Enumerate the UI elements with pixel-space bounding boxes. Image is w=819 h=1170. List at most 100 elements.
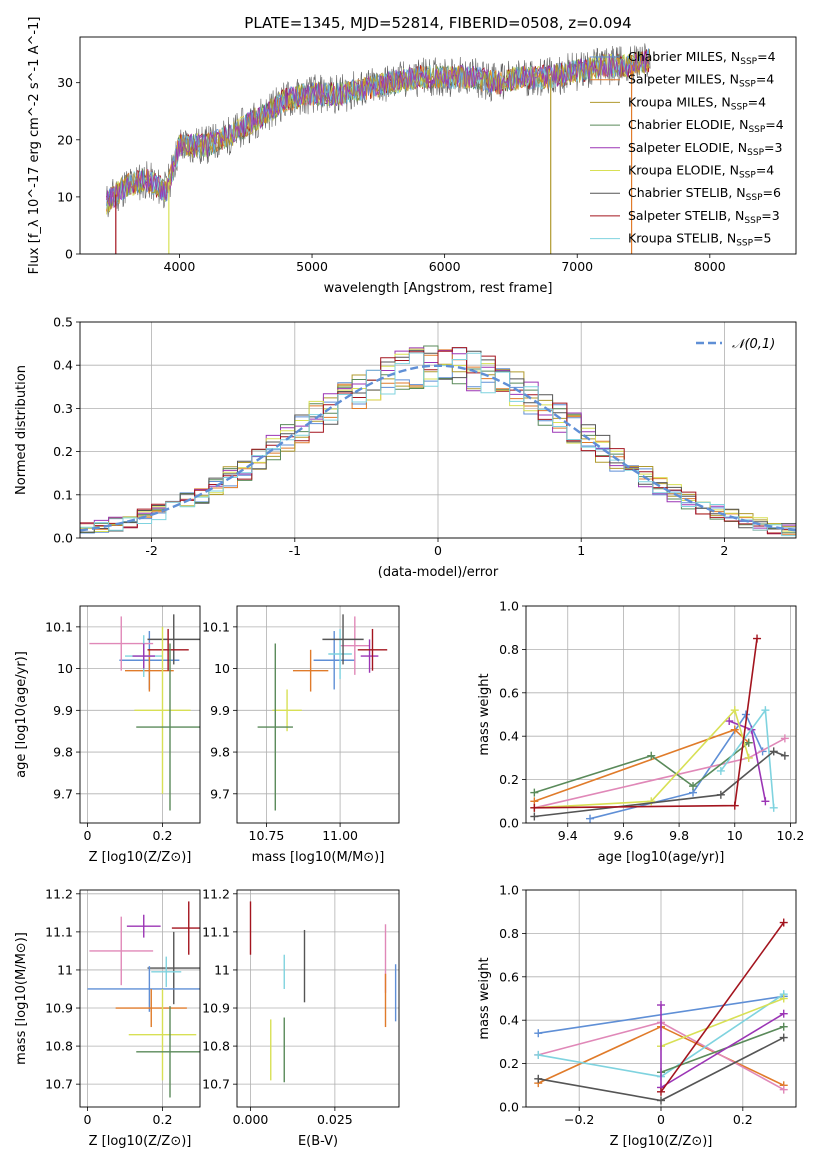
x-tick-label: 11.00 bbox=[322, 828, 358, 843]
x-axis-label: age [log10(age/yr)] bbox=[598, 850, 725, 865]
plot-area bbox=[257, 614, 388, 811]
x-tick-label: 0 bbox=[84, 828, 92, 843]
y-axis-label: age [log10(age/yr)] bbox=[14, 651, 29, 778]
y-tick-label: 10.1 bbox=[202, 619, 230, 634]
x-tick-label: 9.6 bbox=[613, 828, 633, 843]
histogram-step bbox=[80, 352, 796, 537]
y-tick-label: 10.1 bbox=[45, 619, 73, 634]
y-axis-label: Normed distribution bbox=[14, 365, 29, 495]
spectrum-line bbox=[106, 51, 650, 208]
legend-entry: 𝒩(0,1) bbox=[732, 337, 775, 352]
y-tick-label: 20 bbox=[57, 132, 73, 147]
y-tick-label: 0.5 bbox=[53, 315, 73, 330]
x-tick-label: 0 bbox=[657, 1112, 665, 1127]
x-tick-label: 7000 bbox=[561, 259, 593, 274]
axes-frame bbox=[525, 605, 797, 824]
y-tick-label: 9.7 bbox=[53, 786, 73, 801]
y-axis-label: mass weight bbox=[477, 673, 492, 755]
y-tick-label: 11 bbox=[57, 962, 73, 977]
x-axis-label: Z [log10(Z/Z⊙)] bbox=[610, 1134, 713, 1149]
axes-frame bbox=[236, 605, 400, 824]
x-tick-label: 0 bbox=[434, 543, 442, 558]
y-tick-label: 0.3 bbox=[53, 401, 73, 416]
x-tick-label: 0.2 bbox=[733, 1112, 753, 1127]
x-tick-label: 10.75 bbox=[249, 828, 285, 843]
y-tick-label: 10 bbox=[214, 661, 230, 676]
legend-entry: Chabrier STELIB, NSSP=6 bbox=[628, 185, 781, 203]
y-tick-label: 10.9 bbox=[45, 1001, 73, 1016]
y-tick-label: 0.0 bbox=[53, 531, 73, 546]
panel-age-vs-mass: 10.75 11.00 9.7 9.8 9.9 10 10.1 mass [log10(M/M… bbox=[202, 605, 400, 865]
x-tick-label: 0 bbox=[84, 1112, 92, 1127]
plot-area bbox=[89, 614, 200, 811]
x-axis-label: mass [log10(M/M⊙)] bbox=[252, 850, 385, 865]
x-axis-label: (data-model)/error bbox=[378, 565, 499, 580]
y-tick-label: 10.8 bbox=[45, 1039, 73, 1054]
y-tick-label: 0.4 bbox=[499, 1013, 519, 1028]
y-axis-label: mass [log10(M/M⊙)] bbox=[14, 932, 29, 1065]
y-tick-label: 11.1 bbox=[45, 924, 73, 939]
panel-spectrum: 4000 5000 6000 7000 8000 0 10 20 30 wavelength [A… bbox=[27, 17, 797, 296]
x-tick-label: 0.025 bbox=[317, 1112, 353, 1127]
weight-line bbox=[589, 712, 764, 820]
x-tick-label: 0.000 bbox=[233, 1112, 269, 1127]
x-tick-label: 4000 bbox=[164, 259, 196, 274]
y-tick-label: 0.2 bbox=[53, 444, 73, 459]
weight-line bbox=[660, 922, 785, 1093]
legend-entry: Salpeter STELIB, NSSP=3 bbox=[628, 208, 780, 226]
panel-mass-vs-EBV: 0.000 0.025 10.7 10.8 10.9 11 11.1 11.2 E(B-V) bbox=[202, 886, 400, 1149]
y-tick-label: 0.4 bbox=[499, 729, 519, 744]
normal-curve bbox=[80, 364, 796, 532]
y-tick-label: 0 bbox=[65, 247, 73, 262]
x-tick-label: 8000 bbox=[694, 259, 726, 274]
y-axis-label: mass weight bbox=[477, 957, 492, 1039]
axes-frame bbox=[236, 889, 400, 1108]
y-tick-label: 1.0 bbox=[499, 883, 519, 898]
x-tick-label: -1 bbox=[289, 543, 301, 558]
x-axis-label: Z [log10(Z/Z⊙)] bbox=[89, 1134, 192, 1149]
y-tick-label: 0.8 bbox=[499, 642, 519, 657]
legend-entry: Salpeter MILES, NSSP=4 bbox=[628, 72, 774, 90]
y-tick-label: 11.2 bbox=[45, 886, 73, 901]
weight-line bbox=[660, 997, 784, 1047]
weight-line bbox=[534, 742, 750, 794]
y-tick-label: 0.6 bbox=[499, 685, 519, 700]
x-tick-label: 0.2 bbox=[153, 828, 173, 843]
y-tick-label: 10.8 bbox=[202, 1039, 230, 1054]
plot-area bbox=[87, 901, 200, 1098]
y-tick-label: 11.2 bbox=[202, 886, 230, 901]
y-tick-label: 0.2 bbox=[499, 772, 519, 787]
y-tick-label: 0.1 bbox=[53, 487, 73, 502]
x-axis-label: wavelength [Angstrom, rest frame] bbox=[324, 281, 553, 296]
y-tick-label: 9.8 bbox=[210, 745, 230, 760]
axes-frame bbox=[79, 36, 797, 255]
histogram-step bbox=[80, 347, 796, 535]
y-tick-label: 0.0 bbox=[499, 1100, 519, 1115]
y-tick-label: 11 bbox=[214, 962, 230, 977]
panel-residuals: -2 -1 0 1 2 0.0 0.1 0.2 0.3 0.4 0.5 (data-model)/er… bbox=[14, 315, 797, 580]
legend-entry: Chabrier MILES, NSSP=4 bbox=[628, 49, 776, 67]
plot-area bbox=[530, 634, 789, 823]
legend-entry: Kroupa ELODIE, NSSP=4 bbox=[628, 163, 774, 181]
x-tick-label: 0.2 bbox=[153, 1112, 173, 1127]
y-tick-label: 9.7 bbox=[210, 786, 230, 801]
y-tick-label: 10.9 bbox=[202, 1001, 230, 1016]
panel-mass-vs-Z: 0 0.2 10.7 10.8 10.9 11 11.1 11.2 Z [log10(Z/Z⊙)… bbox=[14, 886, 201, 1149]
x-axis-label: Z [log10(Z/Z⊙)] bbox=[89, 850, 192, 865]
y-tick-label: 9.8 bbox=[53, 745, 73, 760]
legend-entry: Kroupa STELIB, NSSP=5 bbox=[628, 231, 772, 249]
axes-frame bbox=[79, 889, 201, 1108]
legend-entry: Salpeter ELODIE, NSSP=3 bbox=[628, 140, 782, 158]
y-tick-label: 10 bbox=[57, 661, 73, 676]
panel-age-vs-Z: 0 0.2 9.7 9.8 9.9 10 10.1 Z [log10(Z/Z⊙)] age [l… bbox=[14, 605, 201, 865]
panel-weight-vs-age: 9.4 9.6 9.8 10 10.2 0.0 0.2 0.4 0.6 0.8 1.0 age [lo… bbox=[477, 599, 804, 866]
y-tick-label: 10.7 bbox=[202, 1077, 230, 1092]
x-tick-label: 9.4 bbox=[558, 828, 578, 843]
x-tick-label: 2 bbox=[720, 543, 728, 558]
y-tick-label: 1.0 bbox=[499, 599, 519, 614]
y-tick-label: 9.9 bbox=[210, 703, 230, 718]
weight-line bbox=[534, 708, 750, 809]
panel-weight-vs-Z: −0.2 0 0.2 0.0 0.2 0.4 0.6 0.8 1.0 Z [log10(Z/Z⊙)… bbox=[477, 883, 797, 1149]
axes-frame bbox=[79, 605, 201, 824]
